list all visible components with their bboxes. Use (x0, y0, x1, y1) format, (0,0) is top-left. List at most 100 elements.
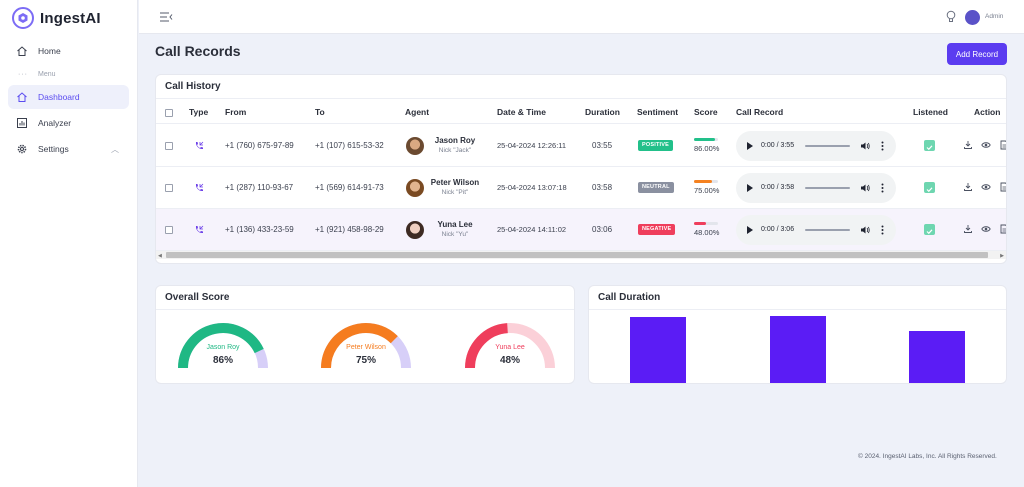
avatar[interactable] (965, 10, 980, 25)
more-options-icon[interactable] (881, 225, 884, 235)
gauge-label: Jason Roy (206, 344, 240, 351)
more-options-icon[interactable] (881, 141, 884, 151)
play-icon[interactable] (747, 142, 753, 150)
play-icon[interactable] (747, 184, 753, 192)
score-value: 48.00% (694, 228, 720, 237)
scroll-right-icon[interactable]: ▶ (1000, 253, 1004, 259)
agent-avatar (406, 221, 424, 239)
row-checkbox[interactable] (165, 226, 173, 234)
download-icon[interactable] (963, 140, 973, 150)
agent-avatar (406, 179, 424, 197)
call-duration: 03:58 (592, 183, 613, 192)
more-options-icon[interactable] (881, 183, 884, 193)
sidebar-item-dashboard[interactable]: Dashboard (8, 85, 129, 109)
download-icon[interactable] (963, 224, 973, 234)
to-number: +1 (921) 458-98-29 (315, 225, 384, 234)
row-checkbox[interactable] (165, 184, 173, 192)
player-time: 0:00 / 3:55 (761, 142, 795, 149)
agent-nick: Nick "Yu" (441, 231, 469, 238)
col-sentiment: Sentiment (637, 107, 679, 117)
agent-nick: Nick "Pit" (441, 189, 469, 196)
eye-icon[interactable] (981, 140, 991, 150)
sidebar-item-settings[interactable]: Settings ︿ (8, 137, 129, 161)
add-record-button[interactable]: Add Record (947, 43, 1007, 65)
duration-bar[interactable] (770, 316, 826, 383)
table-header: Type From To Agent Date & Time Duration … (156, 100, 1006, 124)
audio-seek-bar[interactable] (805, 229, 850, 231)
col-listened: Listened (913, 107, 948, 117)
chevron-up-icon: ︿ (111, 144, 119, 154)
download-icon[interactable] (963, 182, 973, 192)
document-icon[interactable] (999, 140, 1007, 150)
document-icon[interactable] (999, 224, 1007, 234)
col-agent: Agent (405, 107, 430, 117)
volume-icon[interactable] (860, 183, 870, 193)
sentiment-badge: NEGATIVE (638, 224, 676, 235)
col-to: To (315, 107, 325, 117)
gauge-percent: 48% (499, 355, 520, 366)
check-icon (926, 145, 933, 151)
listened-checkbox[interactable] (924, 182, 935, 193)
table-row[interactable]: +1 (760) 675-97-89 +1 (107) 615-53-32 Jaso… (156, 125, 1006, 167)
overall-score-title: Overall Score (156, 286, 574, 310)
phone-incoming-icon (195, 183, 204, 192)
agent-nick: Nick "Jack" (438, 147, 472, 154)
gauge-percent: 86% (212, 355, 233, 366)
call-duration: 03:55 (592, 141, 613, 150)
top-bar: Admin (139, 0, 1024, 34)
scroll-left-icon[interactable]: ◀ (158, 253, 162, 259)
duration-bar[interactable] (630, 317, 686, 383)
sentiment-badge: NEUTRAL (638, 182, 674, 193)
audio-player[interactable]: 0:00 / 3:55 (736, 131, 896, 161)
sidebar-item-home[interactable]: Home (8, 39, 129, 63)
duration-bar[interactable] (909, 331, 965, 383)
app-name: IngestAI (40, 9, 101, 27)
gauge-percent: 75% (355, 355, 376, 366)
gauge-label: Peter Wilson (346, 344, 386, 351)
footer-copyright: © 2024. IngestAI Labs, Inc. All Rights R… (858, 453, 997, 460)
col-datetime: Date & Time (497, 107, 546, 117)
collapse-menu-icon[interactable] (159, 11, 173, 23)
call-datetime: 25-04-2024 12:26:11 (497, 141, 567, 150)
audio-seek-bar[interactable] (805, 187, 850, 189)
listened-checkbox[interactable] (924, 224, 935, 235)
player-time: 0:00 / 3:58 (761, 184, 795, 191)
check-icon (926, 187, 933, 193)
col-action: Action (974, 107, 1001, 117)
col-call-record: Call Record (736, 107, 784, 117)
volume-icon[interactable] (860, 141, 870, 151)
from-number: +1 (760) 675-97-89 (225, 141, 294, 150)
call-datetime: 25-04-2024 14:11:02 (497, 225, 567, 234)
to-number: +1 (569) 614-91-73 (315, 183, 384, 192)
chart-icon (17, 118, 27, 128)
scrollbar-thumb[interactable] (166, 252, 988, 258)
agent-name: Peter Wilson (430, 178, 480, 187)
audio-player[interactable]: 0:00 / 3:58 (736, 173, 896, 203)
document-icon[interactable] (999, 182, 1007, 192)
table-row[interactable]: +1 (287) 110-93-67 +1 (569) 614-91-73 Pete… (156, 167, 1006, 209)
menu-section-text: Menu (38, 70, 56, 78)
horizontal-scrollbar[interactable]: ◀ ▶ (156, 251, 1006, 259)
listened-checkbox[interactable] (924, 140, 935, 151)
audio-seek-bar[interactable] (805, 145, 850, 147)
audio-player[interactable]: 0:00 / 3:06 (736, 215, 896, 245)
brand[interactable]: IngestAI (0, 1, 137, 35)
from-number: +1 (287) 110-93-67 (225, 183, 294, 192)
home-icon (17, 46, 27, 56)
eye-icon[interactable] (981, 224, 991, 234)
col-score: Score (694, 107, 718, 117)
overall-score-card: Overall Score Jason Roy 86% Peter Wilson 75… (155, 285, 575, 384)
sidebar-item-analyzer[interactable]: Analyzer (8, 111, 129, 135)
score-gauge: Yuna Lee 48% (464, 322, 556, 372)
play-icon[interactable] (747, 226, 753, 234)
row-checkbox[interactable] (165, 142, 173, 150)
eye-icon[interactable] (981, 182, 991, 192)
select-all-checkbox[interactable] (165, 109, 173, 117)
gauge-value (321, 323, 398, 369)
volume-icon[interactable] (860, 225, 870, 235)
lightbulb-icon[interactable] (945, 10, 957, 24)
table-row[interactable]: +1 (136) 433-23-59 +1 (921) 458-98-29 Yuna… (156, 209, 1006, 251)
agent-name: Jason Roy (434, 136, 476, 145)
sidebar: IngestAI Home ··· Menu Dashboard Analyze… (0, 0, 138, 487)
user-name[interactable]: Admin (985, 13, 1004, 20)
